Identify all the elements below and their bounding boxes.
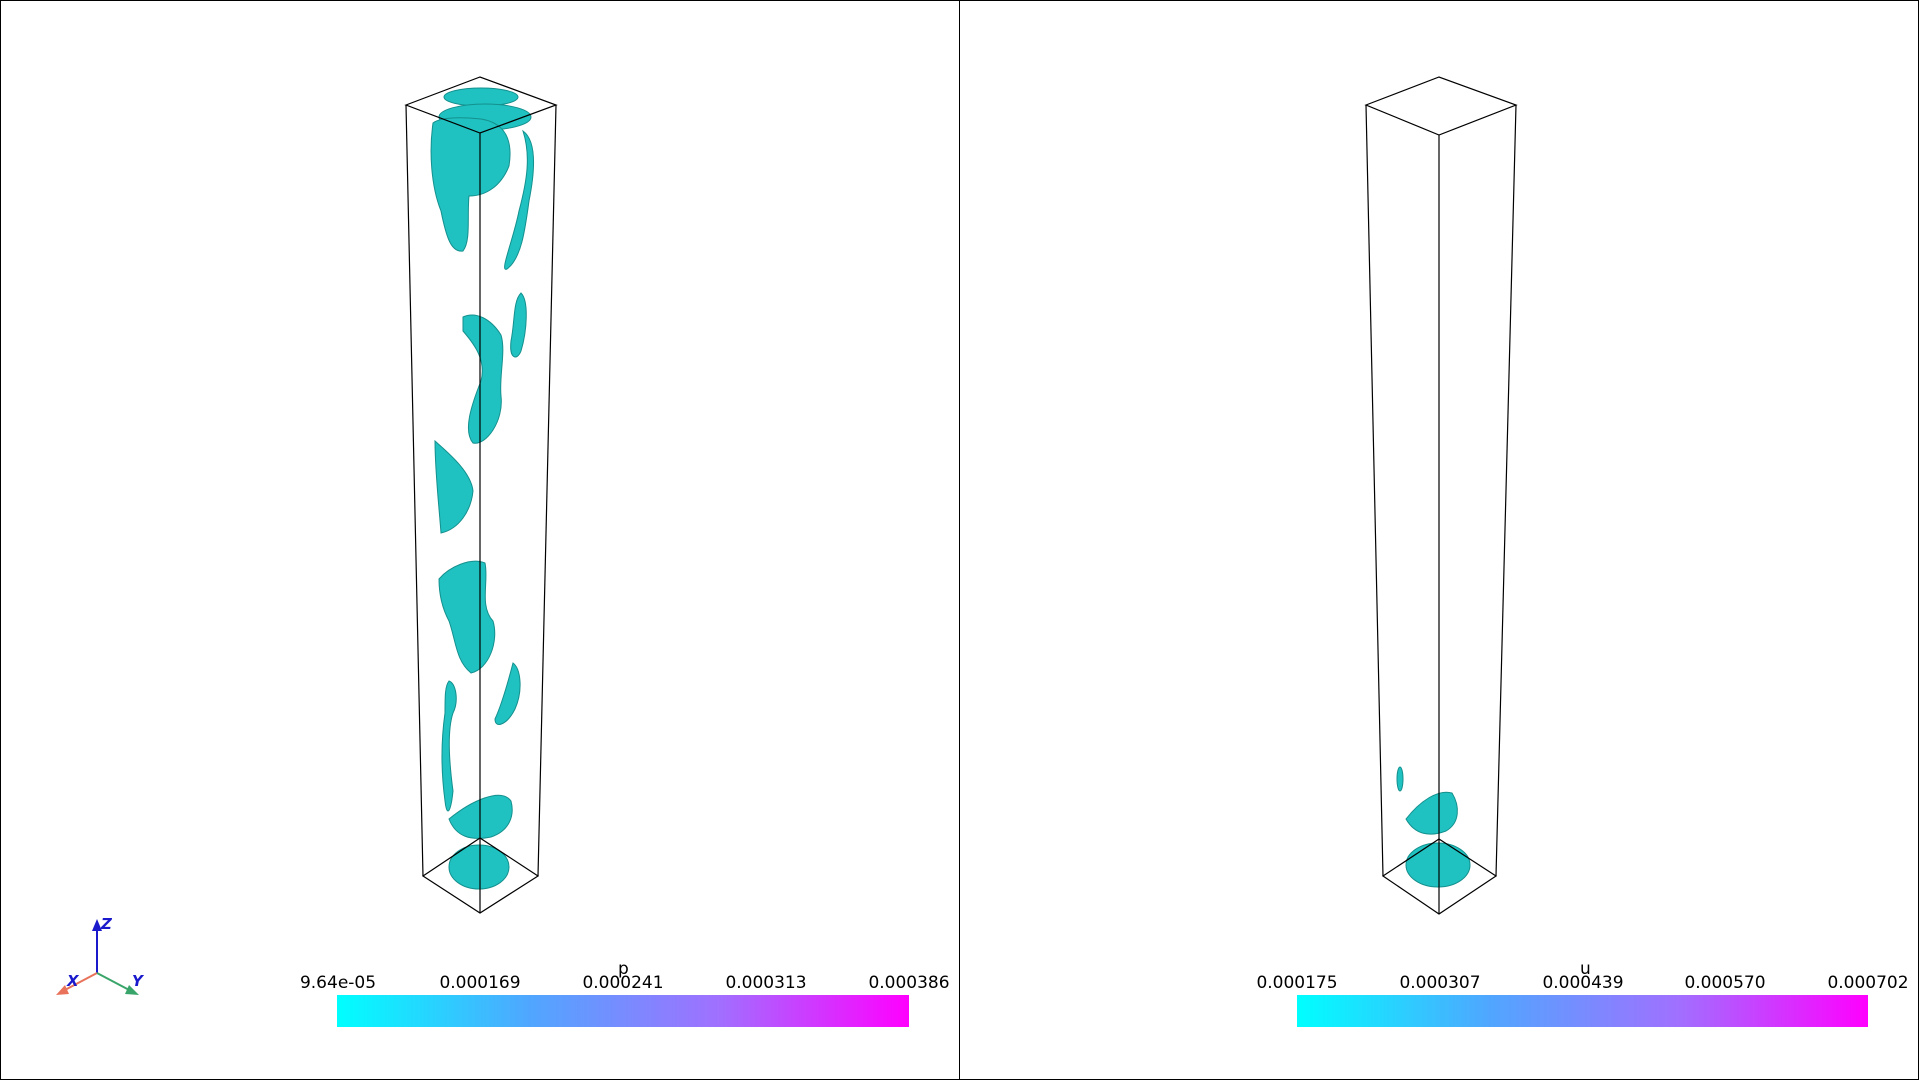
scalar-bar-tick: 0.000439 (1542, 973, 1623, 993)
scalar-bar-tick: 0.000169 (439, 973, 520, 993)
isosurface-blob (463, 315, 503, 443)
isosurface-blob (1397, 767, 1403, 791)
left-isosurfaces (431, 88, 534, 889)
isosurface-blob (1406, 843, 1470, 887)
isosurface-blob (495, 663, 520, 724)
z-axis-label: Z (100, 915, 113, 933)
left-bounding-box (406, 77, 556, 913)
scalar-bar-tick: 0.000386 (868, 973, 949, 993)
isosurface-blob (444, 88, 518, 106)
scalar-bar-tick: 0.000307 (1399, 973, 1480, 993)
right-isosurfaces (1397, 767, 1470, 887)
isosurface-blob (511, 293, 527, 357)
right-3d-scene[interactable] (960, 1, 1918, 1079)
scalar-bar-gradient[interactable] (337, 995, 909, 1027)
scalar-bar-gradient[interactable] (1297, 995, 1868, 1027)
x-axis-label: X (66, 972, 80, 990)
scalar-bar-tick: 0.000175 (1256, 973, 1337, 993)
isosurface-blob (439, 561, 495, 673)
right-bounding-box (1366, 77, 1516, 914)
left-viewport[interactable]: Z X Y p 9.64e-05 0.000169 0.000241 0.000… (0, 0, 961, 1080)
scalar-bar-tick: 0.000570 (1684, 973, 1765, 993)
isosurface-blob (1406, 792, 1457, 834)
scalar-bar-tick: 9.64e-05 (300, 973, 376, 993)
scalar-bar-tick: 0.000313 (725, 973, 806, 993)
isosurface-blob (435, 441, 473, 533)
y-axis-label: Y (132, 972, 145, 990)
isosurface-blob (442, 681, 456, 811)
y-axis-line (97, 973, 131, 991)
isosurface-blob (431, 118, 510, 251)
left-3d-scene[interactable]: Z X Y (1, 1, 960, 1079)
right-viewport[interactable]: u 0.000175 0.000307 0.000439 0.000570 0.… (959, 0, 1919, 1080)
orientation-axes[interactable]: Z X Y (56, 915, 145, 995)
scalar-bar-tick: 0.000241 (582, 973, 663, 993)
scalar-bar-tick: 0.000702 (1827, 973, 1908, 993)
